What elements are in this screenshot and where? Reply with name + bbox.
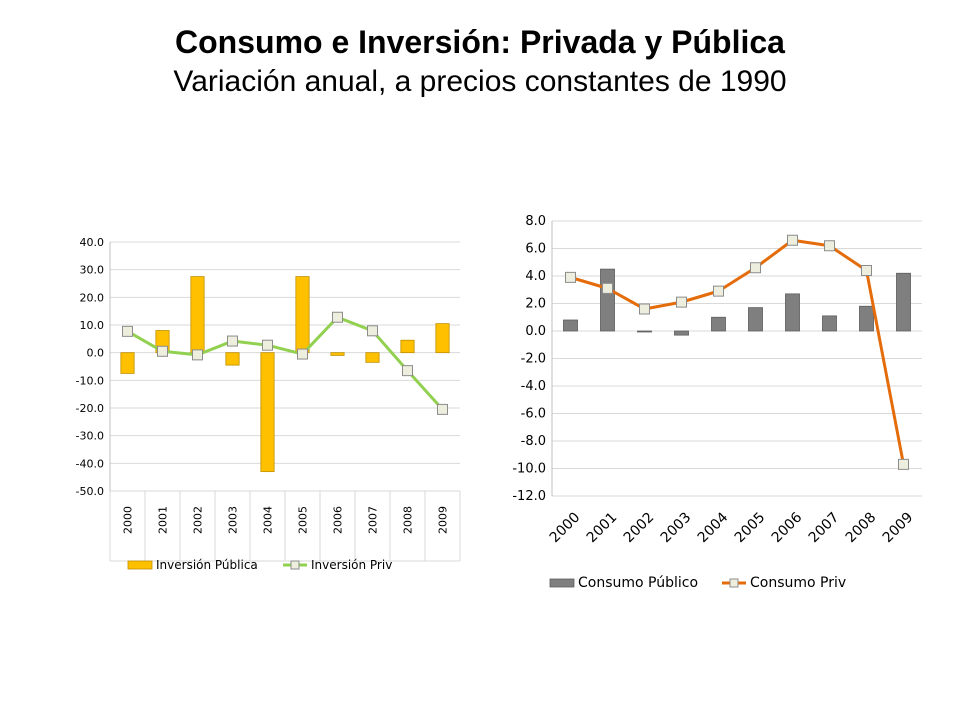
y-tick-label: -12.0 <box>512 489 546 504</box>
y-tick-label: -8.0 <box>521 434 546 449</box>
title-block: Consumo e Inversión: Privada y Pública V… <box>0 22 960 102</box>
y-tick-label: -2.0 <box>521 352 546 367</box>
x-tick-label: 2007 <box>367 506 380 534</box>
marker-2006 <box>332 311 343 323</box>
y-tick-label: 0.0 <box>525 324 546 339</box>
y-tick-label: -6.0 <box>521 407 546 422</box>
marker-2007 <box>824 240 835 252</box>
x-tick-label: 2008 <box>402 506 415 534</box>
bar-2002 <box>637 330 652 333</box>
marker-2001 <box>157 345 168 357</box>
x-tick-label: 2009 <box>437 506 450 534</box>
page-title: Consumo e Inversión: Privada y Pública <box>175 24 785 60</box>
marker-2005 <box>297 348 308 360</box>
legend-label-line: Inversión Priv <box>311 558 392 572</box>
marker-2002 <box>639 303 650 315</box>
legend-bar-swatch <box>549 578 575 588</box>
x-tick-label: 2003 <box>227 506 240 534</box>
y-tick-label: -50.0 <box>76 485 104 498</box>
x-tick-label: 2005 <box>732 510 769 547</box>
legend-label-bar: Inversión Pública <box>156 558 258 572</box>
x-tick-label: 2006 <box>769 509 806 546</box>
y-tick-label: 10.0 <box>80 319 105 332</box>
y-tick-label: -10.0 <box>512 462 546 477</box>
legend: Consumo Público Consumo Priv <box>549 575 846 591</box>
legend-label-bar: Consumo Público <box>578 575 698 591</box>
y-tick-label: 2.0 <box>525 297 546 312</box>
bar-2008 <box>859 305 874 332</box>
x-tick-label: 2009 <box>880 510 917 547</box>
marker-2006 <box>787 234 798 246</box>
x-tick-label: 2000 <box>547 510 584 547</box>
bar-2005 <box>748 307 763 332</box>
bar-2005 <box>295 276 310 354</box>
marker-2003 <box>676 296 687 308</box>
legend-marker-swatch <box>729 578 739 588</box>
marker-2009 <box>898 458 909 470</box>
bar-2006 <box>330 352 345 356</box>
x-tick-label: 2008 <box>843 510 880 547</box>
legend: Inversión Pública Inversión Priv <box>127 558 392 572</box>
x-tick-label: 2000 <box>122 506 135 534</box>
x-tick-label: 2005 <box>297 506 310 534</box>
y-tick-label: 0.0 <box>87 347 105 360</box>
bar-2009 <box>435 323 450 354</box>
y-tick-label: 20.0 <box>80 291 105 304</box>
marker-2003 <box>227 335 238 347</box>
marker-2007 <box>367 325 378 337</box>
bar-2006 <box>785 293 800 332</box>
x-tick-label: 2004 <box>695 509 732 546</box>
x-tick-label: 2003 <box>658 510 695 547</box>
y-tick-label: 6.0 <box>525 242 546 257</box>
bar-2001 <box>600 268 615 332</box>
marker-2008 <box>402 365 413 377</box>
line-series <box>126 315 444 411</box>
x-tick-label: 2002 <box>621 510 658 547</box>
y-tick-label: 8.0 <box>525 214 546 229</box>
bar-2004 <box>260 352 275 473</box>
bar-2008 <box>400 339 415 354</box>
marker-2009 <box>437 403 448 415</box>
marker-2004 <box>713 285 724 297</box>
x-tick-label: 2007 <box>806 510 843 547</box>
y-tick-label: 40.0 <box>80 236 105 249</box>
marker-2002 <box>192 349 203 361</box>
marker-2004 <box>262 339 273 351</box>
marker-2008 <box>861 265 872 276</box>
legend-bar-swatch <box>127 560 153 570</box>
bar-2007 <box>822 315 837 332</box>
y-tick-label: 30.0 <box>80 264 105 277</box>
y-tick-label: -30.0 <box>76 430 104 443</box>
y-tick-label: -40.0 <box>76 457 104 470</box>
x-tick-label: 2002 <box>192 506 205 534</box>
consumption-chart: 8.0 6.0 4.0 2.0 0.0 -2.0 -4.0 -6.0 -8.0 -10.0 -12.… <box>512 214 922 591</box>
legend-label-line: Consumo Priv <box>750 575 846 591</box>
bar-2000 <box>120 352 135 374</box>
marker-2000 <box>122 325 133 337</box>
bar-2000 <box>563 319 578 332</box>
marker-2000 <box>565 271 576 283</box>
bar-2004 <box>711 316 726 332</box>
legend-marker-swatch <box>290 560 300 570</box>
y-tick-label: -10.0 <box>76 374 104 387</box>
page-subtitle: Variación anual, a precios constantes de… <box>173 65 787 98</box>
bar-2003 <box>674 330 689 336</box>
x-tick-label: 2001 <box>584 510 621 547</box>
investment-chart: 40.0 30.0 20.0 10.0 0.0 -10.0 -20.0 -30.0 -40.0 -… <box>76 236 461 572</box>
bar-2003 <box>225 352 240 366</box>
x-tick-label: 2004 <box>262 506 275 534</box>
x-tick-label: 2001 <box>157 506 170 534</box>
bar-2009 <box>896 272 911 332</box>
x-tick-label: 2006 <box>332 506 345 534</box>
y-tick-label: -20.0 <box>76 402 104 415</box>
marker-2005 <box>750 262 761 274</box>
marker-2001 <box>602 282 613 294</box>
line-series <box>570 238 905 465</box>
y-tick-label: 4.0 <box>525 269 546 284</box>
bar-2002 <box>190 276 205 354</box>
bar-2007 <box>365 352 380 363</box>
y-tick-label: -4.0 <box>521 379 546 394</box>
